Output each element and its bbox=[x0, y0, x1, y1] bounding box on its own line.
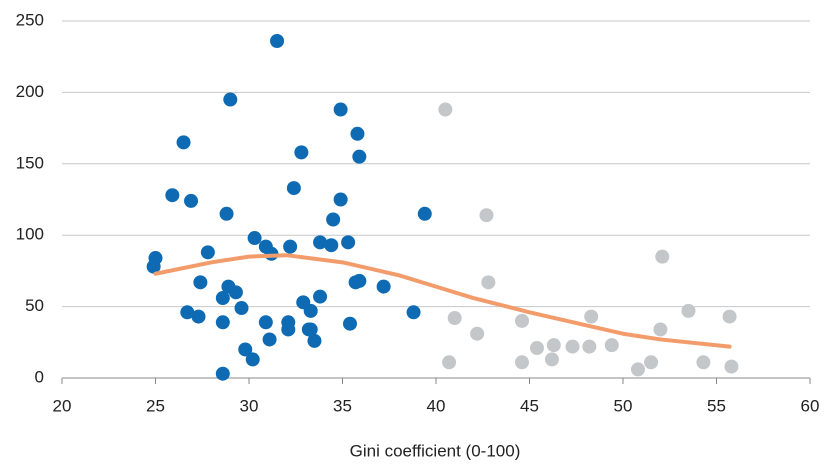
scatter-point bbox=[722, 309, 737, 324]
scatter-point bbox=[223, 92, 238, 107]
y-tick-label: 250 bbox=[16, 10, 44, 29]
x-tick-label: 40 bbox=[427, 396, 446, 415]
x-axis-label: Gini coefficient (0-100) bbox=[350, 441, 521, 460]
scatter-point bbox=[303, 303, 318, 318]
scatter-point bbox=[191, 309, 206, 324]
x-tick-label: 35 bbox=[333, 396, 352, 415]
scatter-point bbox=[352, 149, 367, 164]
scatter-point bbox=[200, 245, 215, 260]
scatter-point bbox=[307, 333, 322, 348]
scatter-point bbox=[215, 291, 230, 306]
scatter-point bbox=[165, 188, 180, 203]
scatter-point bbox=[655, 249, 670, 264]
y-tick-label: 150 bbox=[16, 153, 44, 172]
scatter-point bbox=[604, 338, 619, 353]
scatter-point bbox=[228, 285, 243, 300]
scatter-point bbox=[270, 33, 285, 48]
scatter-point bbox=[180, 305, 195, 320]
scatter-point bbox=[438, 102, 453, 117]
scatter-point bbox=[515, 313, 530, 328]
scatter-point bbox=[219, 206, 234, 221]
scatter-point bbox=[245, 352, 260, 367]
y-tick-label: 0 bbox=[35, 367, 44, 386]
scatter-point bbox=[176, 135, 191, 150]
scatter-point bbox=[333, 102, 348, 117]
scatter-point bbox=[681, 303, 696, 318]
scatter-point bbox=[324, 238, 339, 253]
scatter-point bbox=[193, 275, 208, 290]
scatter-point bbox=[333, 192, 348, 207]
scatter-point bbox=[238, 342, 253, 357]
scatter-point bbox=[470, 326, 485, 341]
scatter-point bbox=[630, 362, 645, 377]
scatter-point bbox=[215, 366, 230, 381]
x-tick-label: 50 bbox=[614, 396, 633, 415]
scatter-point bbox=[406, 305, 421, 320]
fit-curve bbox=[153, 253, 732, 349]
scatter-point bbox=[146, 259, 161, 274]
scatter-point bbox=[247, 231, 262, 246]
scatter-point bbox=[281, 322, 296, 337]
scatter-point bbox=[313, 289, 328, 304]
x-tick-label: 60 bbox=[801, 396, 820, 415]
scatter-point bbox=[544, 352, 559, 367]
scatter-point bbox=[234, 301, 249, 316]
x-tick-label: 45 bbox=[520, 396, 539, 415]
scatter-point bbox=[417, 206, 432, 221]
scatter-point bbox=[529, 341, 544, 356]
x-tick-label: 20 bbox=[53, 396, 72, 415]
x-tick-label: 55 bbox=[707, 396, 726, 415]
scatter-point bbox=[258, 315, 273, 330]
scatter-point bbox=[481, 275, 496, 290]
scatter-point bbox=[546, 338, 561, 353]
scatter-point bbox=[565, 339, 580, 354]
scatter-point bbox=[584, 309, 599, 324]
scatter-point bbox=[653, 322, 668, 337]
scatter-point bbox=[303, 322, 318, 337]
scatter-point bbox=[342, 316, 357, 331]
scatter-point bbox=[262, 332, 277, 347]
x-tick-label: 30 bbox=[240, 396, 259, 415]
scatter-point bbox=[350, 126, 365, 141]
scatter-point bbox=[313, 235, 328, 250]
scatter-point bbox=[696, 355, 711, 370]
scatter-point bbox=[644, 355, 659, 370]
y-tick-label: 50 bbox=[25, 296, 44, 315]
scatter-point bbox=[283, 239, 298, 254]
scatter-point bbox=[724, 359, 739, 374]
x-tick-label: 25 bbox=[146, 396, 165, 415]
scatter-point bbox=[376, 279, 391, 294]
scatter-point bbox=[352, 273, 367, 288]
scatter-point bbox=[479, 208, 494, 223]
scatter-point bbox=[286, 181, 301, 196]
scatter-point bbox=[341, 235, 356, 250]
y-tick-label: 200 bbox=[16, 82, 44, 101]
y-tick-label: 100 bbox=[16, 225, 44, 244]
scatter-point bbox=[447, 311, 462, 326]
scatter-point bbox=[215, 315, 230, 330]
scatter-point bbox=[582, 339, 597, 354]
scatter-point bbox=[294, 145, 309, 160]
scatter-point bbox=[326, 212, 341, 227]
scatter-point bbox=[442, 355, 457, 370]
scatter-point bbox=[515, 355, 530, 370]
scatter-point bbox=[184, 193, 199, 208]
